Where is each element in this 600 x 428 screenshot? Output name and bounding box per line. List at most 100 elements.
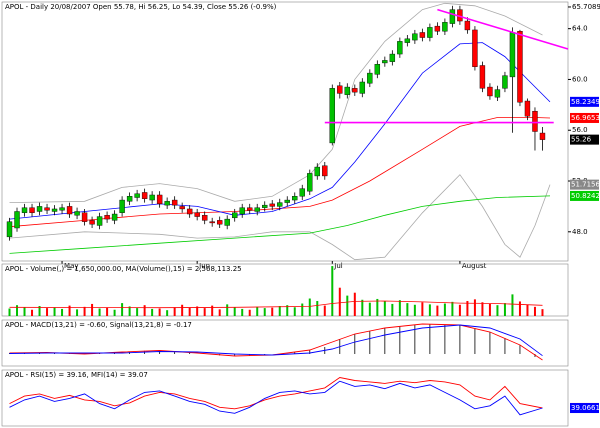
volume-bar (323, 305, 326, 316)
value-box-label: 39.0661 (571, 404, 600, 412)
volume-bar (436, 305, 439, 316)
candle-body (269, 203, 275, 207)
panel-title: APOL - Volume(,) = 1,650,000.00, MA(Volu… (5, 265, 242, 273)
panel-title: APOL - RSI(15) = 39.16, MFI(14) = 39.07 (5, 371, 148, 379)
candle-body (322, 165, 328, 177)
candle-body (284, 199, 290, 203)
volume-bar (458, 304, 461, 316)
volume-bar (368, 302, 371, 316)
candle-body (44, 207, 50, 211)
volume-bar (428, 304, 431, 316)
volume-bar (353, 292, 356, 316)
volume-bar (503, 303, 506, 316)
candle-body (524, 100, 531, 117)
candle-body (344, 86, 351, 95)
value-box (570, 112, 599, 123)
volume-bar (16, 305, 19, 316)
y-tick-label: 64.0 (572, 25, 588, 33)
candle-body (502, 75, 508, 89)
volume-bar (226, 304, 229, 316)
volume-bar (263, 308, 266, 316)
candle-body (21, 207, 28, 213)
volume-bar (488, 303, 491, 316)
volume-bar (481, 302, 484, 316)
volume-bar (233, 307, 236, 316)
volume-bar (248, 309, 251, 316)
value-box-label: 55.26 (571, 136, 592, 144)
y-tick-label: 56.0 (572, 126, 588, 134)
candle-body (186, 208, 193, 215)
value-box-label: 50.8242 (571, 192, 600, 200)
volume-bar (241, 308, 244, 316)
volume-bar (533, 306, 536, 316)
value-box-label: 51.7156 (571, 181, 600, 189)
candle-body (254, 207, 260, 212)
value-box (570, 179, 599, 190)
volume-bar (203, 308, 206, 316)
volume-bar (541, 309, 544, 316)
panel-frame (1, 1, 569, 262)
candle-body (412, 33, 418, 41)
volume-bar (158, 308, 161, 316)
candle-body (464, 20, 471, 31)
volume-bar (181, 304, 184, 316)
volume-bar (406, 303, 409, 316)
candle-body (367, 72, 373, 84)
candle-body (539, 132, 546, 140)
volume-bar (173, 307, 176, 316)
indicator-line (9, 195, 551, 254)
volume-bar (68, 305, 71, 316)
volume-bar (466, 301, 469, 316)
candle-body (216, 220, 223, 225)
volume-bar (106, 307, 109, 316)
candle-body (532, 110, 538, 132)
value-box-label: 58.2349 (571, 98, 600, 106)
candle-body (74, 211, 80, 216)
x-tick-label: May (64, 262, 78, 270)
volume-bar (151, 308, 154, 316)
volume-bar (338, 287, 341, 316)
volume-bar (166, 310, 169, 316)
candle-body (59, 207, 65, 211)
indicator-line (9, 42, 551, 220)
indicator-line (9, 380, 543, 416)
volume-bar (211, 305, 214, 316)
candle-body (179, 206, 185, 210)
candle-body (314, 166, 320, 177)
y-tick-label: 60.0 (572, 75, 588, 83)
candle-body (164, 201, 170, 206)
candle-body (171, 199, 178, 206)
candle-body (89, 220, 95, 225)
indicator-line (9, 324, 543, 357)
candle-body (494, 89, 501, 98)
volume-bar (413, 304, 416, 316)
candle-body (352, 88, 358, 93)
candle-body (96, 216, 103, 226)
candle-body (51, 208, 58, 212)
volume-bar (121, 303, 124, 316)
volume-bar (496, 305, 499, 316)
volume-bar (53, 307, 56, 316)
candle-body (224, 218, 230, 226)
candle-body (6, 221, 13, 238)
candle-body (66, 206, 73, 215)
panel-frame (1, 369, 569, 427)
volume-bar (286, 305, 289, 316)
candle-body (427, 27, 433, 38)
volume-bar (98, 308, 101, 316)
volume-bar (8, 308, 11, 316)
volume-bar (293, 307, 296, 316)
candle-body (104, 215, 110, 220)
volume-bar (518, 301, 521, 316)
volume-bar (421, 302, 424, 316)
candle-body (487, 86, 493, 97)
candle-body (36, 206, 43, 212)
volume-bar (316, 301, 319, 316)
volume-bar (271, 307, 274, 316)
volume-bar (346, 295, 349, 316)
volume-bar (23, 307, 26, 316)
candle-body (156, 194, 163, 205)
volume-bar (526, 304, 529, 316)
